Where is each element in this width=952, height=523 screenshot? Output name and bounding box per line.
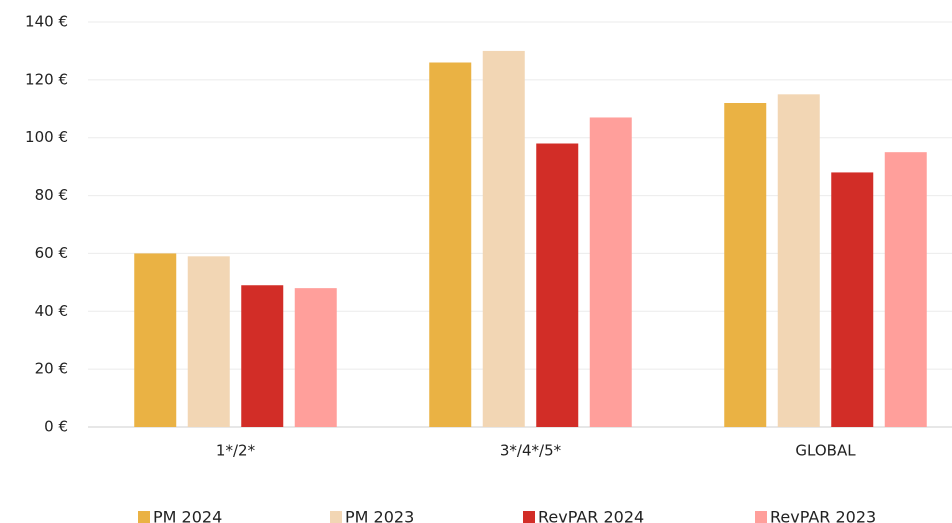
bar xyxy=(482,50,525,428)
bar xyxy=(536,143,579,427)
x-tick-label: 3*/4*/5* xyxy=(500,442,562,460)
bar xyxy=(724,103,767,427)
bar xyxy=(831,172,874,427)
y-tick-label: 120 € xyxy=(25,70,68,88)
bar xyxy=(884,152,927,427)
legend-swatch xyxy=(138,511,150,523)
bar xyxy=(294,288,337,427)
y-tick-label: 80 € xyxy=(35,186,68,204)
legend-label: PM 2023 xyxy=(345,508,414,523)
y-tick-label: 40 € xyxy=(35,302,68,320)
y-tick-label: 60 € xyxy=(35,244,68,262)
legend-swatch xyxy=(755,511,767,523)
x-tick-label: 1*/2* xyxy=(216,442,256,460)
y-tick-label: 20 € xyxy=(35,360,68,378)
bar xyxy=(589,117,632,427)
y-tick-label: 140 € xyxy=(25,13,68,31)
bar xyxy=(241,285,284,427)
bar xyxy=(777,94,820,428)
legend-swatch xyxy=(330,511,342,523)
bar xyxy=(429,62,472,427)
y-tick-label: 0 € xyxy=(44,418,68,436)
y-tick-label: 100 € xyxy=(25,128,68,146)
bar xyxy=(187,256,230,427)
legend-label: RevPAR 2023 xyxy=(770,508,876,523)
x-tick-label: GLOBAL xyxy=(795,442,856,460)
bar xyxy=(134,253,177,427)
legend-label: PM 2024 xyxy=(153,508,222,523)
legend-label: RevPAR 2024 xyxy=(538,508,644,523)
legend-swatch xyxy=(523,511,535,523)
